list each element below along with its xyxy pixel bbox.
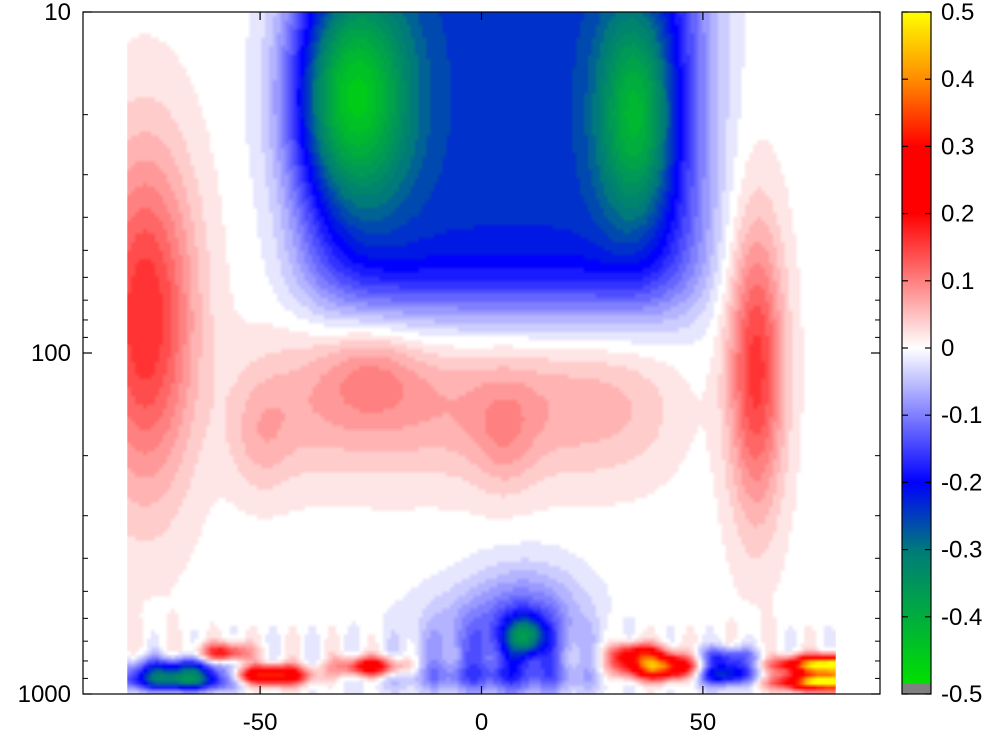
colorbar-tick-label: 0.5: [941, 0, 974, 26]
colorbar-frame: [901, 11, 932, 695]
y-tick-label: 100: [31, 340, 71, 367]
x-axis: -50 0 50: [243, 12, 716, 736]
x-tick-label: -50: [243, 709, 278, 736]
x-tick-label: 0: [475, 709, 488, 736]
heatmap-plot: -50 0 50 10 100 1000: [18, 0, 881, 736]
colorbar-tick-label: -0.1: [941, 402, 982, 429]
colorbar-tick-label: 0.1: [941, 268, 974, 295]
colorbar-tick-label: -0.5: [941, 681, 982, 708]
y-tick-label: 10: [44, 0, 71, 26]
colorbar-tick-label: 0: [941, 335, 954, 362]
y-axis: 10 100 1000: [18, 0, 880, 708]
colorbar-tick-label: 0.3: [941, 133, 974, 160]
colorbar: 0.5 0.4 0.3 0.2 0.1 0 -0.1 -0.2 -0.3 -0.4 -0.5: [901, 0, 982, 708]
heatmap-field: [127, 12, 836, 694]
colorbar-tick-label: 0.4: [941, 66, 974, 93]
colorbar-tick-label: -0.4: [941, 604, 982, 631]
colorbar-tick-label: -0.2: [941, 469, 982, 496]
colorbar-ticks: 0.5 0.4 0.3 0.2 0.1 0 -0.1 -0.2 -0.3 -0.4 -0.5: [902, 0, 982, 708]
y-tick-label: 1000: [18, 681, 71, 708]
colorbar-tick-label: -0.3: [941, 537, 982, 564]
colorbar-under-swatch: [902, 684, 931, 694]
x-tick-label: 50: [690, 709, 717, 736]
colorbar-tick-label: 0.2: [941, 201, 974, 228]
